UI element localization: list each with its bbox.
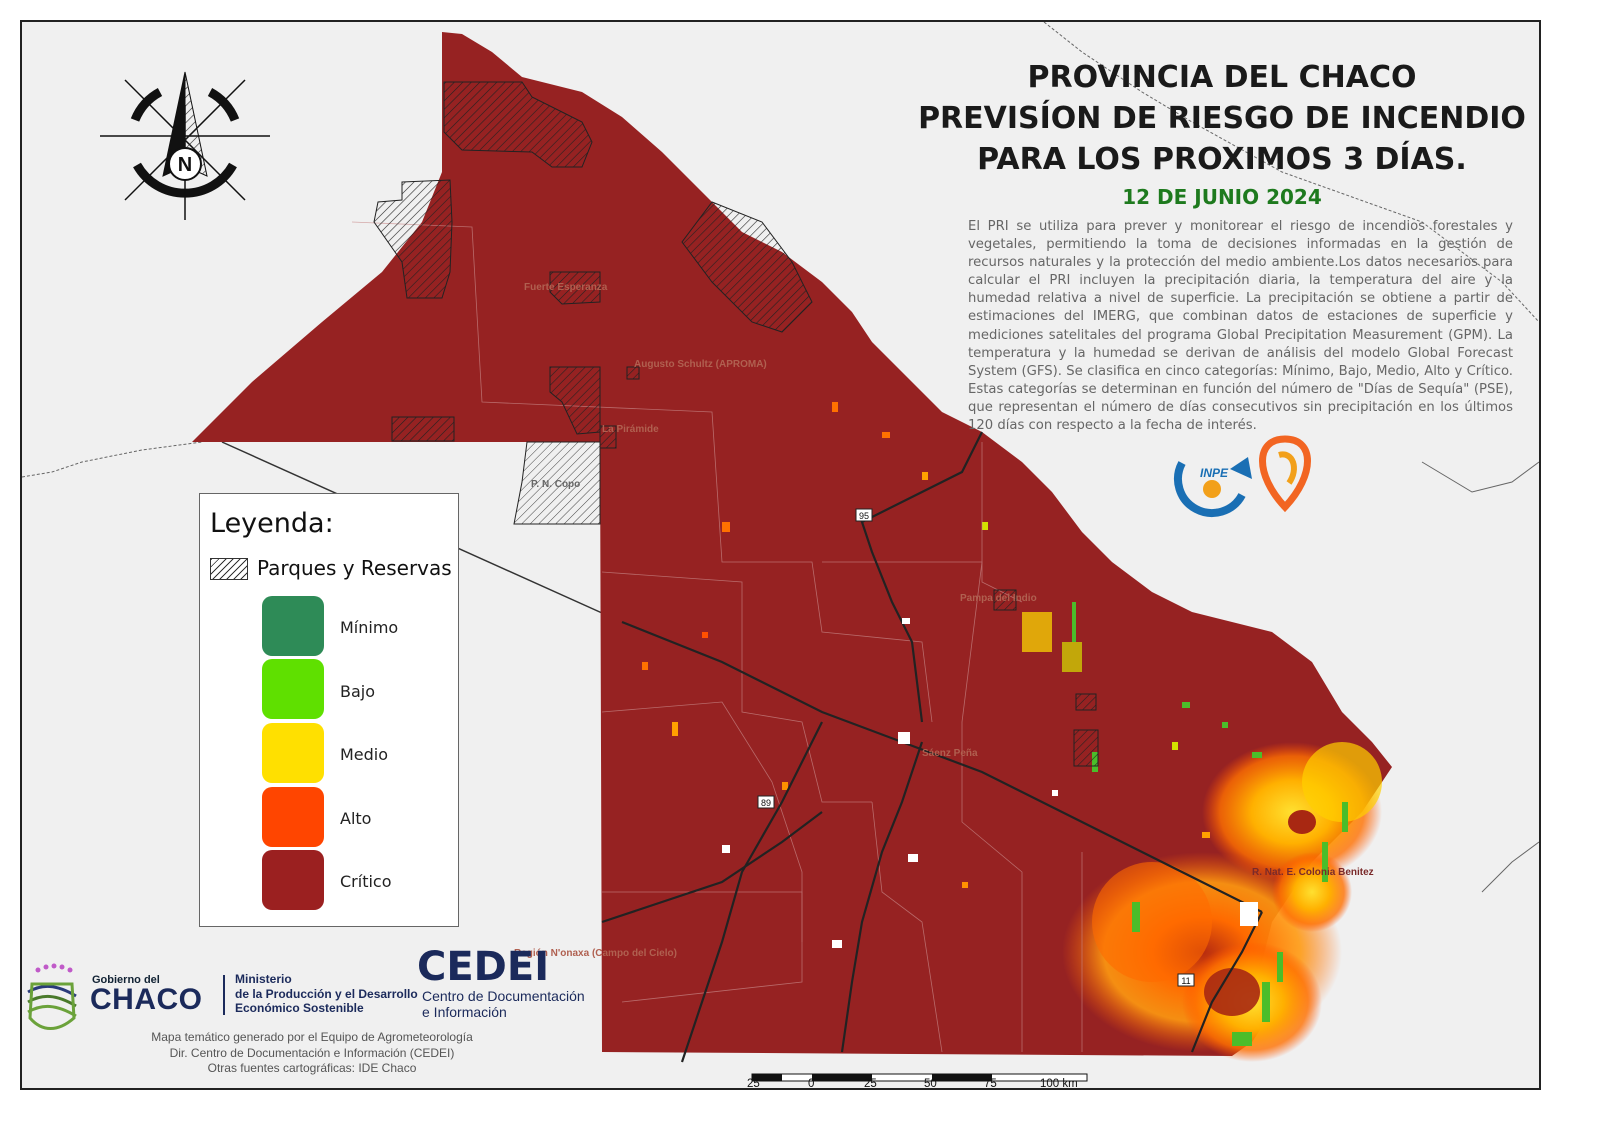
scale-label: 75 [984, 1078, 997, 1090]
ministry-line-2: de la Producción y el Desarrollo [235, 986, 418, 1001]
legend-parks-label: Parques y Reservas [257, 556, 452, 580]
legend-label-bajo: Bajo [340, 682, 376, 701]
title-line-3: PARA LOS PROXIMOS 3 DÍAS. [977, 142, 1467, 177]
svg-text:95: 95 [859, 511, 869, 521]
label-colonia-benitez: R. Nat. E. Colonia Benitez [1252, 867, 1374, 878]
legend-title: Leyenda: [210, 508, 334, 539]
credits-line-1: Mapa temático generado por el Equipo de … [151, 1030, 473, 1044]
forecast-date: 12 DE JUNIO 2024 [1122, 185, 1322, 209]
fire-pin-logo [1259, 435, 1311, 513]
scale-label: 25 [864, 1078, 877, 1090]
legend-swatch-medio [262, 723, 324, 783]
parks-swatch-icon [210, 558, 248, 580]
ministry-line-1: Ministerio [235, 972, 292, 986]
chaco-logo-icon [27, 963, 77, 1030]
legend-label-alto: Alto [340, 809, 372, 828]
city-markers [722, 618, 1258, 948]
title-line-1: PROVINCIA DEL CHACO [1027, 60, 1417, 95]
svg-text:N: N [178, 154, 192, 176]
scale-label: 0 [808, 1078, 815, 1090]
legend-box: Leyenda: Parques y Reservas Mínimo Bajo … [199, 493, 459, 927]
route-shield-89: 89 [757, 795, 775, 809]
credits-text: Mapa temático generado por el Equipo de … [102, 1030, 522, 1077]
legend-swatch-bajo [262, 659, 324, 719]
legend-swatch-alto [262, 787, 324, 847]
label-augusto-schulz: Augusto Schultz (APROMA) [634, 359, 767, 370]
department-lines [351, 221, 1083, 1053]
footer-divider [223, 975, 225, 1015]
credits-line-2: Dir. Centro de Documentación e Informaci… [169, 1045, 455, 1060]
cedei-subtitle: Centro de Documentación e Información [422, 988, 585, 1020]
map-canvas: 95 89 11 [22, 22, 1539, 1082]
description-text: El PRI se utiliza para prever y monitore… [968, 219, 1513, 434]
svg-text:11: 11 [1181, 976, 1190, 986]
scatter-pixels [642, 402, 1210, 888]
inpe-logo: INPE [1174, 457, 1252, 517]
svg-text:INPE: INPE [1200, 466, 1229, 480]
legend-label-medio: Medio [340, 745, 389, 764]
scale-label: 25 [747, 1078, 760, 1090]
label-pn-copo: P. N. Copo [531, 479, 581, 490]
ministry-text: Ministerio de la Producción y el Desarro… [235, 972, 418, 1016]
map-frame: 95 89 11 [20, 20, 1541, 1090]
label-la-piramide: La Pirámide [602, 424, 659, 435]
svg-text:89: 89 [761, 798, 771, 808]
label-pampa-del-indio: Pampa del Indio [960, 593, 1037, 604]
title-line-2: PREVISÍON DE RIESGO DE INCENDIO [918, 101, 1526, 136]
legend-label-critico: Crítico [340, 872, 392, 891]
gov-small-text: Gobierno del [92, 974, 160, 986]
routes [601, 431, 1263, 1063]
route-shield-11: 11 [1177, 973, 1195, 987]
cedei-logo-text: CEDEI [417, 944, 550, 990]
label-fuerte-esperanza: Fuerte Esperanza [524, 282, 608, 293]
neighbor-boundaries [22, 22, 1539, 893]
route-shield-95: 95 [855, 508, 873, 522]
scale-bar [751, 1073, 1088, 1082]
gov-chaco-text: CHACO [90, 983, 203, 1016]
legend-swatch-critico [262, 850, 324, 910]
heat-zone [1062, 742, 1382, 1062]
scale-label: 50 [924, 1078, 937, 1090]
scale-label: 100 km [1040, 1078, 1078, 1090]
cedei-sub-line-2: e Información [422, 1004, 507, 1020]
cedei-sub-line-1: Centro de Documentación [422, 988, 585, 1004]
north-arrow-icon: N [100, 71, 270, 220]
legend-swatch-minimo [262, 596, 324, 656]
credits-line-3: Otras fuentes cartográficas: IDE Chaco [207, 1061, 417, 1075]
label-napalpi: Región N'onaxa (Campo del Cielo) [514, 948, 677, 959]
parks-reserves [373, 81, 1099, 767]
label-saenz-pena: Sáenz Peña [922, 748, 978, 759]
legend-label-minimo: Mínimo [340, 618, 399, 637]
ministry-line-3: Económico Sostenible [235, 1001, 364, 1015]
province-chaco [192, 32, 1392, 1056]
